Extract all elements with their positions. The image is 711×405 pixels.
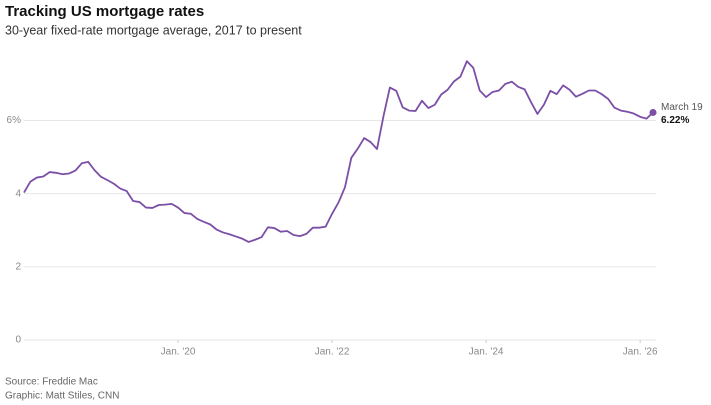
last-point: [649, 108, 657, 116]
y-tick-label: 2: [15, 261, 21, 272]
chart-subtitle: 30-year fixed-rate mortgage average, 201…: [5, 23, 302, 37]
y-tick-label: 6%: [7, 115, 22, 126]
x-tick-label: Jan. '24: [469, 347, 504, 358]
chart-title: Tracking US mortgage rates: [5, 3, 204, 20]
x-tick-label: Jan. '20: [161, 347, 196, 358]
annotation-date: March 19: [661, 102, 703, 113]
source: Source: Freddie Mac: [5, 377, 98, 388]
y-tick-label: 0: [15, 335, 21, 346]
x-tick-label: Jan. '22: [315, 347, 350, 358]
x-tick-label: Jan. '26: [623, 347, 658, 358]
y-tick-label: 4: [15, 188, 21, 199]
credit: Graphic: Matt Stiles, CNN: [5, 391, 119, 402]
rate-line: [23, 60, 654, 243]
annotation-value: 6.22%: [661, 115, 689, 126]
